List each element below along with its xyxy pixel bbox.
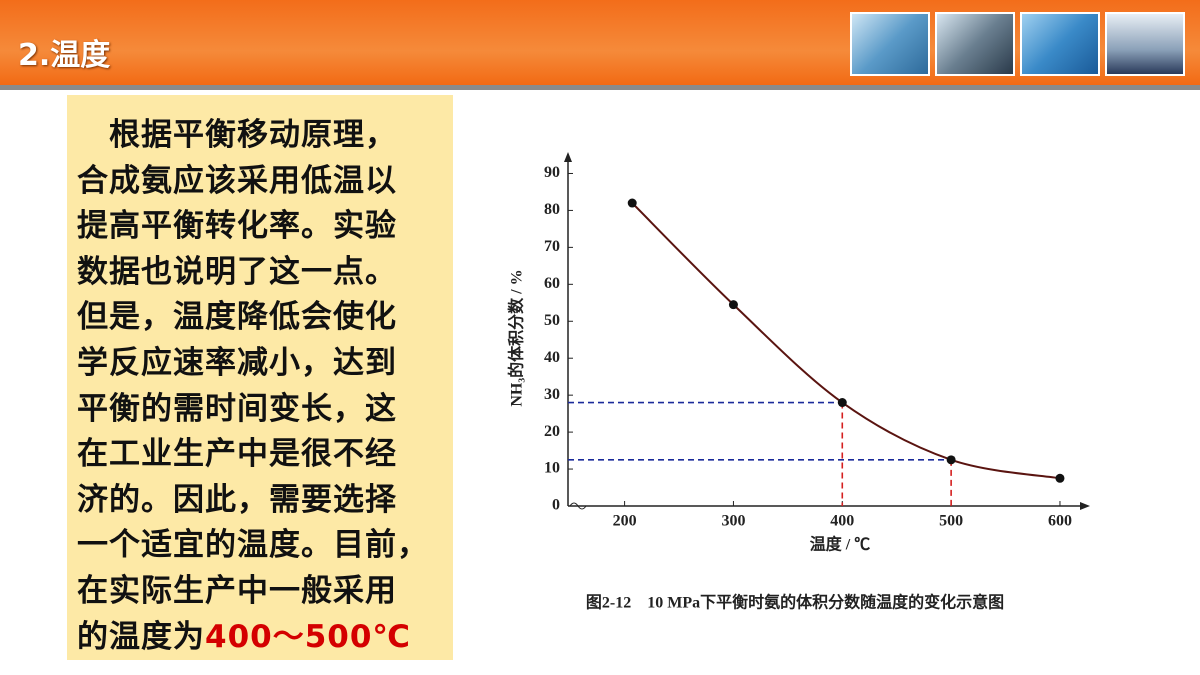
- text-line: 平衡的需时间变长，这: [77, 390, 397, 427]
- text-line: 一个适宜的温度。目前，: [77, 527, 429, 564]
- highlight-text: 400～500℃: [205, 618, 411, 655]
- data-point: [728, 300, 738, 310]
- y-tick-label: 90: [544, 164, 560, 181]
- text-line: 提高平衡转化率。实验: [77, 208, 397, 245]
- data-point: [837, 398, 847, 408]
- text-line: 根据平衡移动原理，: [109, 117, 397, 153]
- data-point: [946, 455, 956, 465]
- x-axis-label: 温度 / ℃: [809, 535, 870, 554]
- text-line: 在工业生产中是很不经: [77, 436, 397, 473]
- y-tick-label: 80: [544, 201, 560, 218]
- x-tick-label: 400: [830, 513, 854, 530]
- header-rule: [0, 85, 1200, 90]
- text-box: 根据平衡移动原理， 合成氨应该采用低温以 提高平衡转化率。实验 数据也说明了这一点。但…: [67, 95, 453, 660]
- text-line: 数据也说明了这一点。: [77, 253, 397, 290]
- text-line: 在实际生产中一般采用: [77, 573, 397, 609]
- axis-break: [569, 502, 587, 510]
- y-tick-label: 30: [544, 386, 560, 403]
- curve: [631, 202, 1061, 480]
- y-axis-label: NH₃的体积分数 / %: [507, 269, 526, 406]
- thumbnail: [935, 12, 1015, 76]
- text-line: 但是，温度降低会使化: [77, 299, 397, 336]
- text-line: 济的。因此，需要选择: [77, 481, 397, 518]
- data-point: [627, 198, 637, 208]
- x-tick-label: 300: [721, 513, 745, 530]
- y-tick-label: 20: [544, 423, 560, 440]
- text-line: 的温度为400～500℃: [77, 611, 411, 656]
- thumbnail: [1105, 12, 1185, 76]
- y-tick-label: 0: [552, 497, 560, 514]
- text-fragment: 的温度为: [77, 618, 205, 655]
- data-point: [1055, 473, 1065, 483]
- thumbnail: [850, 12, 930, 76]
- y-tick-label: 10: [544, 460, 560, 477]
- text-line: 学反应速率减小，达到: [77, 345, 397, 381]
- x-tick-label: 600: [1048, 513, 1072, 530]
- chart-caption: 图2-12 10 MPa下平衡时氨的体积分数随温度的变化示意图: [586, 593, 1004, 612]
- slide-title: 2.温度: [18, 38, 111, 73]
- text-line: 合成氨应该采用低温以: [77, 162, 397, 199]
- x-tick-label: 500: [939, 513, 963, 530]
- thumbnail: [1020, 12, 1100, 76]
- y-tick-label: 50: [544, 312, 560, 329]
- x-axis-arrow: [1080, 502, 1090, 510]
- y-axis-arrow: [564, 152, 572, 162]
- y-tick-label: 60: [544, 275, 560, 292]
- y-tick-label: 40: [544, 349, 560, 366]
- x-tick-label: 200: [613, 513, 637, 530]
- y-tick-label: 70: [544, 238, 560, 255]
